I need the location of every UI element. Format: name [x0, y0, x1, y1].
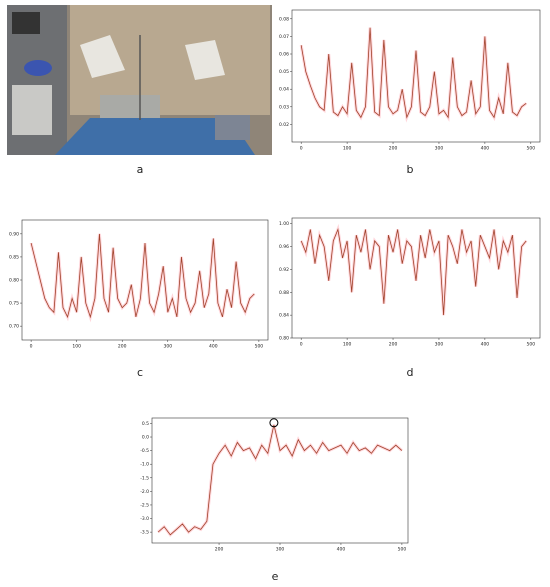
- x-tick-label: 0: [300, 146, 303, 152]
- x-tick-label: 400: [209, 344, 218, 350]
- y-tick-label: 1.00: [279, 221, 289, 227]
- x-tick-label: 200: [389, 146, 398, 152]
- x-tick-label: 300: [276, 547, 285, 553]
- x-tick-label: 300: [163, 344, 172, 350]
- plot-frame: [21, 219, 269, 341]
- glow: [299, 223, 528, 316]
- y-tick-label: 0.75: [9, 301, 19, 307]
- y-tick-label: -3.5: [140, 530, 149, 536]
- y-tick-label: 0.04: [279, 87, 289, 93]
- y-tick-label: 0.80: [279, 336, 289, 342]
- photo: [7, 5, 272, 155]
- panel-label: e: [272, 570, 279, 583]
- panel-label: b: [407, 163, 414, 176]
- y-tick-label: 0.70: [9, 324, 19, 330]
- y-tick-label: 0.85: [9, 254, 19, 260]
- x-tick-label: 200: [389, 342, 398, 348]
- x-tick-label: 200: [118, 344, 127, 350]
- x-tick-label: 500: [527, 146, 536, 152]
- y-tick-label: -2.5: [140, 502, 149, 508]
- x-tick-label: 400: [337, 547, 346, 553]
- panel-label: c: [137, 366, 143, 379]
- y-tick-label: -3.0: [140, 516, 149, 522]
- y-tick-label: 0.88: [279, 290, 289, 296]
- x-tick-label: 400: [481, 342, 490, 348]
- y-tick-label: 0.84: [279, 313, 289, 319]
- y-tick-label: -2.0: [140, 489, 149, 495]
- y-tick-label: 0.96: [279, 244, 289, 250]
- x-tick-label: 500: [398, 547, 407, 553]
- data-line: [157, 424, 403, 536]
- plot-frame: [291, 9, 541, 143]
- y-tick-label: 0.90: [9, 231, 19, 237]
- glow: [157, 424, 403, 538]
- y-tick-label: 0.92: [279, 267, 289, 273]
- x-tick-label: 500: [527, 342, 536, 348]
- y-tick-label: 0.05: [279, 69, 289, 75]
- y-tick-label: 0.03: [279, 104, 289, 110]
- y-tick-label: 0.06: [279, 52, 289, 58]
- x-tick-label: 0: [300, 342, 303, 348]
- y-tick-label: -1.5: [140, 475, 149, 481]
- x-tick-label: 500: [255, 344, 264, 350]
- x-tick-label: 300: [435, 146, 444, 152]
- y-tick-label: 0.08: [279, 16, 289, 22]
- x-tick-label: 300: [435, 342, 444, 348]
- peak-circle: [269, 418, 279, 428]
- glow: [299, 27, 528, 123]
- y-tick-label: 0.80: [9, 278, 19, 284]
- x-tick-label: 100: [343, 146, 352, 152]
- y-tick-label: 0.5: [142, 421, 149, 427]
- y-tick-label: -1.0: [140, 462, 149, 468]
- x-tick-label: 400: [481, 146, 490, 152]
- y-tick-label: -0.5: [140, 448, 149, 454]
- x-tick-label: 100: [72, 344, 81, 350]
- plot-frame: [291, 217, 541, 339]
- panel-label: a: [137, 163, 144, 176]
- data-line: [300, 27, 527, 119]
- x-tick-label: 100: [343, 342, 352, 348]
- plot-frame: [151, 417, 409, 544]
- data-line: [30, 233, 255, 319]
- x-tick-label: 200: [215, 547, 224, 553]
- y-tick-label: 0.07: [279, 34, 289, 40]
- data-line: [300, 227, 527, 316]
- x-tick-label: 0: [30, 344, 33, 350]
- panel-label: d: [407, 366, 414, 379]
- y-tick-label: 0.0: [142, 435, 149, 441]
- y-tick-label: 0.02: [279, 122, 289, 128]
